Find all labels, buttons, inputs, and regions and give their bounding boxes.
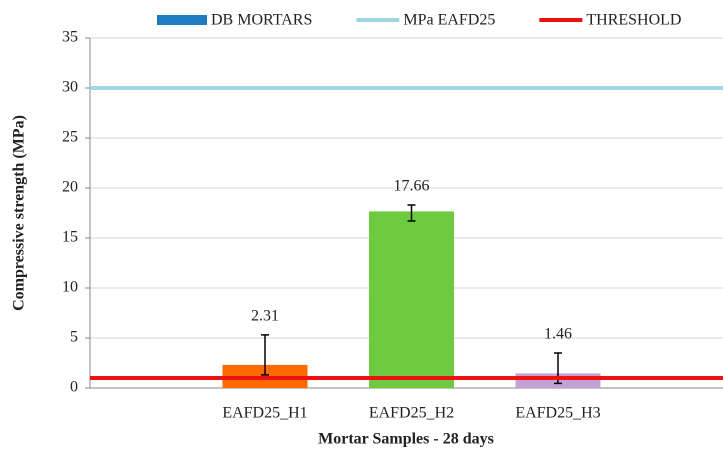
bar <box>369 211 454 388</box>
legend-label: DB MORTARS <box>211 12 312 29</box>
x-tick-label: EAFD25_H3 <box>515 405 600 422</box>
legend-label: THRESHOLD <box>586 12 681 29</box>
y-tick-label: 25 <box>62 129 78 146</box>
x-tick-label: EAFD25_H1 <box>222 405 307 422</box>
legend-label: MPa EAFD25 <box>403 12 495 29</box>
data-label: 2.31 <box>251 308 279 325</box>
y-axis-label: Compressive strength (MPa) <box>11 115 28 311</box>
y-tick-label: 5 <box>70 329 78 346</box>
legend-swatch <box>157 15 207 25</box>
data-label: 17.66 <box>394 178 430 195</box>
y-tick-label: 35 <box>62 29 78 46</box>
y-tick-label: 30 <box>62 79 78 96</box>
y-tick-label: 10 <box>62 279 78 296</box>
y-tick-label: 15 <box>62 229 78 246</box>
data-label: 1.46 <box>544 326 572 343</box>
x-axis-label: Mortar Samples - 28 days <box>318 431 494 448</box>
x-tick-label: EAFD25_H2 <box>369 405 454 422</box>
y-tick-label: 20 <box>62 179 78 196</box>
y-tick-label: 0 <box>70 379 78 396</box>
